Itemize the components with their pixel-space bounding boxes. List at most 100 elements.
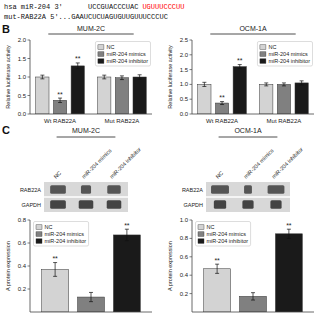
tick-label: 0.4 <box>180 272 189 278</box>
annotation: ** <box>57 91 63 98</box>
annotation: ** <box>52 255 58 262</box>
tick-label: 0.0 <box>180 111 189 117</box>
legend: NCmiR-204 mimicsmiR-204 inhibitor <box>196 222 251 247</box>
error-bar <box>287 229 291 238</box>
blot-background <box>206 182 290 212</box>
error-cap <box>251 292 255 293</box>
legend-label: miR-204 mimics <box>207 231 247 237</box>
error-bar <box>215 264 219 273</box>
axis-line <box>30 312 152 313</box>
error-line <box>42 75 43 79</box>
error-bar <box>282 83 286 86</box>
legend-swatch <box>36 239 42 244</box>
error-bar <box>89 292 93 301</box>
legend-frame <box>257 42 312 67</box>
tick-label: 1.0 <box>18 74 27 80</box>
bar <box>295 83 308 114</box>
legend-swatch <box>98 59 104 64</box>
error-cap <box>264 85 268 86</box>
legend-label: NC <box>45 224 53 230</box>
error-cap <box>120 79 124 80</box>
blot-band <box>244 185 252 193</box>
blot-band <box>211 185 229 193</box>
tick-label: 0.6 <box>18 240 27 246</box>
error-line <box>266 83 267 86</box>
axis-line <box>192 114 314 115</box>
error-bar <box>102 75 106 79</box>
error-cap <box>300 80 304 81</box>
error-cap <box>282 82 286 83</box>
legend-swatch <box>198 232 204 237</box>
axis-label: A protein expression <box>5 241 11 291</box>
column-label: miR-204 inhibitor <box>270 146 304 180</box>
chart-title: MUM-2C <box>72 127 100 134</box>
axis-line <box>192 220 193 312</box>
error-cap <box>220 104 224 105</box>
blot-band <box>79 200 94 208</box>
legend-frame <box>34 222 89 247</box>
bar <box>36 77 49 114</box>
error-cap <box>300 84 304 85</box>
sequence-text: UGUUUCCCUU <box>142 3 184 11</box>
figure: hsa miR-204 3' UCCGUACCCUACUGUUUCCCUUmut… <box>0 0 320 320</box>
category-label: Mut RAB22A <box>267 118 302 124</box>
error-cap <box>220 101 224 102</box>
title-underline <box>48 34 133 35</box>
category-label: Wt RAB22A <box>206 118 238 124</box>
column-label: miR-204 inhibitor <box>108 146 142 180</box>
axis-line <box>30 40 31 114</box>
error-bar <box>40 75 44 79</box>
bar <box>113 235 140 312</box>
tick-label: 0.5 <box>18 93 27 99</box>
error-line <box>121 76 122 80</box>
tick-label: 0.2 <box>18 286 27 292</box>
bar <box>133 77 146 114</box>
row-label: GAPDH <box>21 202 41 208</box>
bar <box>198 84 211 114</box>
blot-band <box>214 200 226 208</box>
error-cap <box>251 300 255 301</box>
blot-band <box>50 185 66 193</box>
error-bar <box>238 65 242 69</box>
error-bar <box>76 63 80 69</box>
category-label: Mut RAB22A <box>105 118 140 124</box>
error-bar <box>251 293 255 300</box>
error-cap <box>238 64 242 65</box>
legend-frame <box>196 222 251 247</box>
bar <box>115 78 128 114</box>
blot-band <box>268 185 285 193</box>
row-label: RAB22A <box>20 187 41 193</box>
error-cap <box>76 62 80 63</box>
blot-band <box>50 200 66 208</box>
error-cap <box>202 82 206 83</box>
tick-label: 1.5 <box>180 67 189 73</box>
tick-label: 2.5 <box>180 37 189 43</box>
error-line <box>217 264 218 273</box>
legend-swatch <box>98 45 104 50</box>
error-line <box>222 102 223 105</box>
tick-label: 1.0 <box>180 217 189 223</box>
error-cap <box>40 75 44 76</box>
legend-label: NC <box>106 44 114 50</box>
annotation: ** <box>286 222 292 229</box>
error-cap <box>238 68 242 69</box>
error-bar <box>300 81 304 85</box>
chart-title: MUM-2C <box>77 25 105 32</box>
annotation: ** <box>219 94 225 101</box>
tick-label: 1.5 <box>18 56 27 62</box>
annotation: ** <box>75 55 81 62</box>
blot-divider <box>44 196 128 198</box>
error-line <box>77 63 78 69</box>
chart-title: OCM-1A <box>234 127 262 134</box>
legend-label: miR-204 inhibitor <box>268 58 310 64</box>
tick-label: 0.0 <box>18 111 27 117</box>
error-cap <box>138 79 142 80</box>
error-cap <box>58 98 62 99</box>
legend-label: miR-204 mimics <box>268 51 308 57</box>
error-bar <box>120 76 124 80</box>
bars <box>42 229 141 312</box>
legend-swatch <box>260 59 266 64</box>
panel-label: C <box>2 124 10 136</box>
bar <box>260 84 273 114</box>
error-line <box>139 75 140 79</box>
